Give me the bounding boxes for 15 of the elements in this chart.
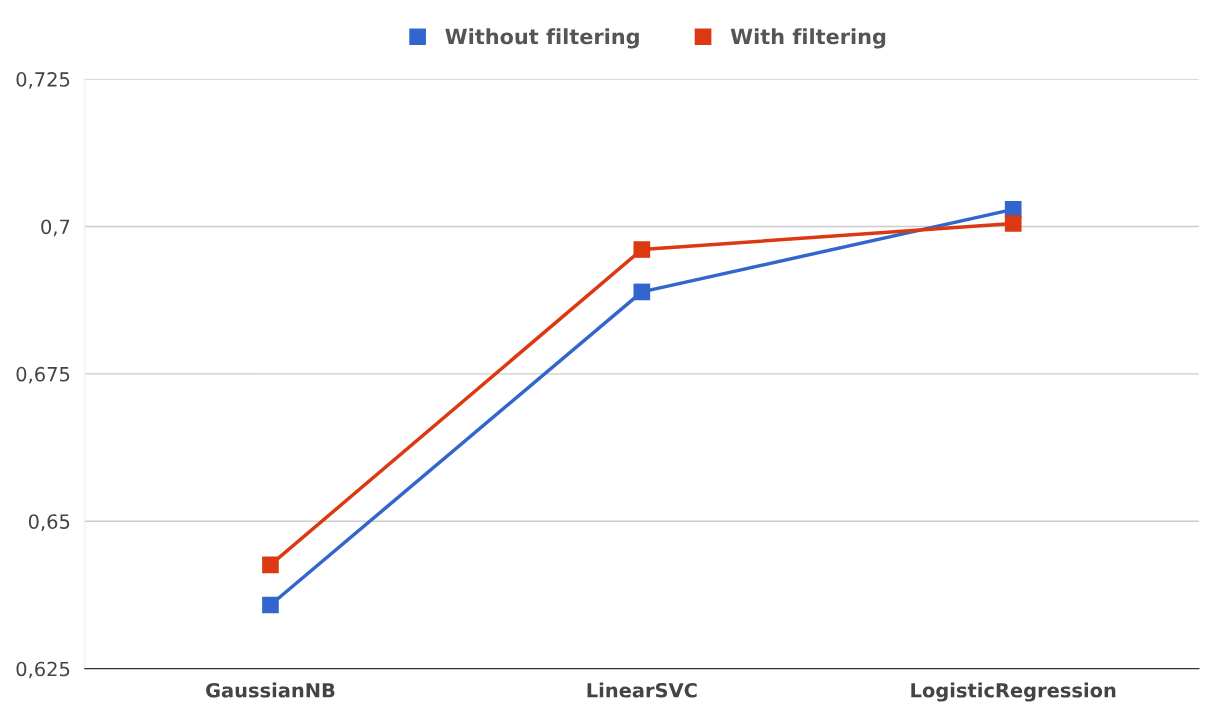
point <box>1004 215 1022 232</box>
y-tick-label: 0,675 <box>16 366 70 384</box>
legend-label: With filtering <box>730 28 886 49</box>
point <box>262 556 279 574</box>
legend-label: Without filtering <box>445 28 639 49</box>
x-tick-label: GaussianNB <box>206 682 335 698</box>
x-tick-label: LogisticRegression <box>911 682 1116 702</box>
y-tick-label: 0,7 <box>41 219 70 237</box>
x-tick-label: LinearSVC <box>587 682 697 698</box>
point <box>633 283 651 301</box>
y-tick-label: 0,725 <box>16 72 70 89</box>
y-tick-label: 0,625 <box>16 661 70 679</box>
y-tick-label: 0,65 <box>28 514 70 531</box>
point <box>262 596 279 614</box>
point <box>633 241 651 258</box>
